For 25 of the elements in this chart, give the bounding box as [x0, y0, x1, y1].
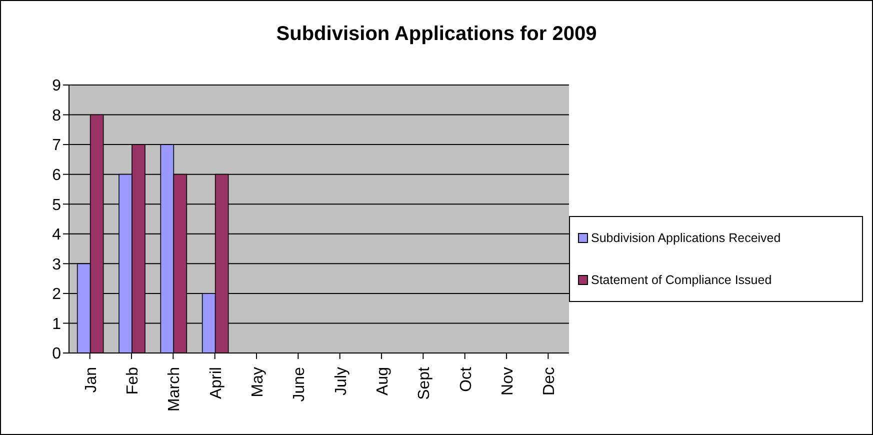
x-tick-label: Oct [458, 366, 475, 392]
y-tick-label: 0 [52, 346, 62, 363]
x-tick-label: March [166, 367, 184, 412]
x-tick-label: May [250, 367, 266, 398]
x-tick-label: June [291, 366, 308, 402]
x-tick-label: Dec [541, 367, 558, 396]
x-tick-label: Sept [416, 366, 434, 400]
legend-label: Subdivision Applications Received [591, 231, 781, 245]
y-tick-label: 7 [52, 137, 62, 154]
y-tick-label: 3 [52, 256, 62, 274]
y-tick-label: 5 [52, 196, 62, 214]
x-tick-label: Jan [82, 367, 100, 393]
chart-title: Subdivision Applications for 2009 [275, 22, 598, 47]
y-tick-label: 6 [52, 167, 62, 184]
y-tick-label: 9 [52, 78, 62, 95]
x-tick-label: July [332, 367, 350, 396]
y-tick-label: 8 [52, 107, 62, 124]
legend-label: Statement of Compliance Issued [591, 273, 772, 287]
x-tick-label: Nov [500, 367, 516, 396]
y-tick-label: 1 [52, 316, 62, 333]
y-tick-label: 2 [52, 286, 62, 304]
y-tick-label: 4 [52, 226, 62, 244]
x-tick-label: Feb [124, 366, 142, 395]
x-tick-label: Aug [374, 367, 392, 396]
x-tick-label: April [208, 367, 225, 400]
